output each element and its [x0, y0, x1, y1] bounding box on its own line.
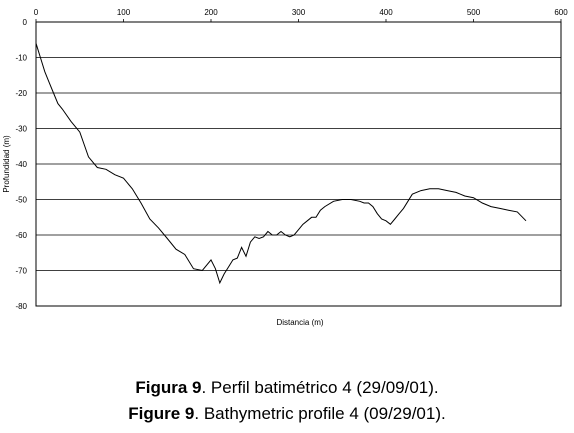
- caption-english: Figure 9. Bathymetric profile 4 (09/29/0…: [0, 404, 574, 424]
- caption-spanish-text: . Perfil batimétrico 4 (29/09/01).: [201, 378, 439, 397]
- y-tick-label: -60: [15, 231, 27, 240]
- x-tick-label: 400: [379, 8, 393, 17]
- y-tick-label: 0: [23, 18, 28, 27]
- caption-spanish-label: Figura 9: [135, 378, 202, 397]
- y-tick-label: -20: [15, 89, 27, 98]
- caption-english-text: . Bathymetric profile 4 (09/29/01).: [194, 404, 446, 423]
- y-tick-label: -40: [15, 160, 27, 169]
- caption-english-label: Figure 9: [128, 404, 195, 423]
- caption-spanish: Figura 9. Perfil batimétrico 4 (29/09/01…: [0, 378, 574, 398]
- y-tick-label: -70: [15, 267, 27, 276]
- x-tick-label: 500: [467, 8, 481, 17]
- x-tick-label: 300: [292, 8, 306, 17]
- x-tick-label: 0: [34, 8, 39, 17]
- depth-profile-line: [35, 43, 527, 285]
- tick-labels: 0 -10 -20 -30 -40 -50 -60 -70 -80 0 100 200 300 400 50…: [15, 8, 568, 311]
- x-tick-label: 100: [117, 8, 131, 17]
- x-tick-label: 600: [554, 8, 568, 17]
- y-tick-label: -50: [15, 196, 27, 205]
- y-tick-label: -10: [15, 54, 27, 63]
- x-axis-label: Distancia (m): [276, 318, 323, 327]
- y-axis-label: Profundidad (m): [2, 135, 11, 193]
- y-tick-label: -30: [15, 125, 27, 134]
- gridlines: [35, 19, 562, 307]
- bathymetric-profile-chart: 0 -10 -20 -30 -40 -50 -60 -70 -80 0 100 200 300 400 50…: [2, 8, 568, 327]
- x-tick-label: 200: [204, 8, 218, 17]
- y-tick-label: -80: [15, 302, 27, 311]
